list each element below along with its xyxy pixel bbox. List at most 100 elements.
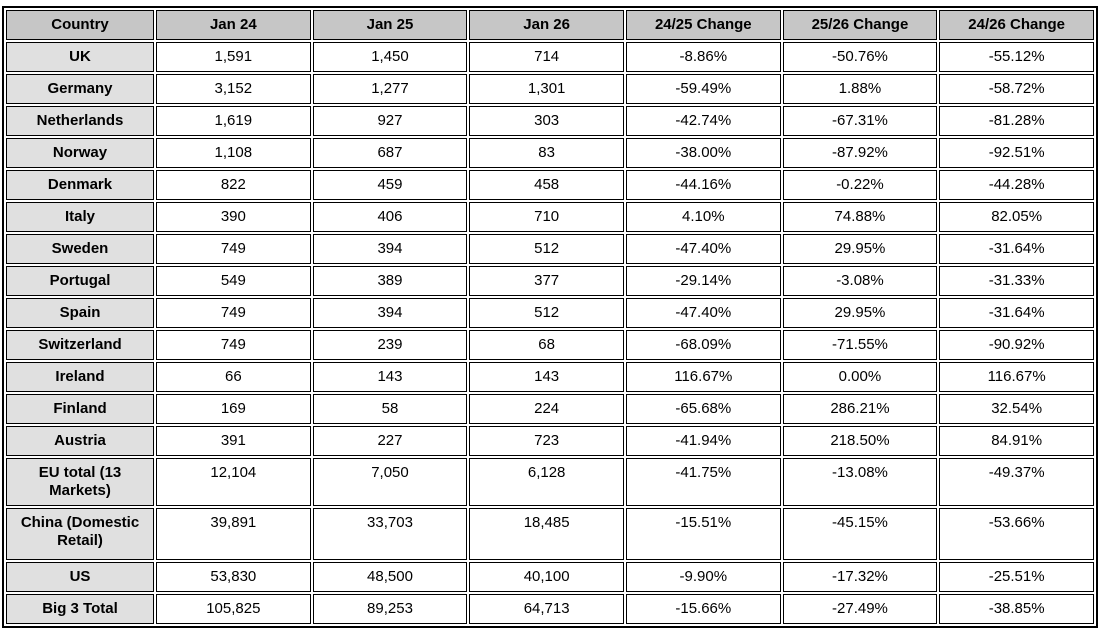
cell-jan24: 66 — [156, 362, 311, 392]
cell-change-25-26: -50.76% — [782, 42, 938, 72]
col-header-jan26: Jan 26 — [469, 10, 624, 40]
table-row: EU total (13 Markets) 12,104 7,050 6,128 -41… — [6, 458, 1094, 506]
cell-jan26: 723 — [469, 426, 624, 456]
cell-jan25: 394 — [312, 234, 468, 264]
col-header-change-24-25: 24/25 Change — [625, 10, 781, 40]
row-header-country: EU total (13 Markets) — [6, 458, 154, 506]
cell-change-25-26: 0.00% — [782, 362, 938, 392]
cell-jan24: 3,152 — [156, 74, 311, 104]
row-header-country: Netherlands — [6, 106, 154, 136]
table-row: Portugal 549 389 377 -29.14% -3.08% -31.33% — [6, 266, 1094, 296]
row-header-country: Switzerland — [6, 330, 154, 360]
cell-change-25-26: -17.32% — [782, 562, 938, 592]
cell-change-24-25: 4.10% — [625, 202, 781, 232]
cell-jan24: 39,891 — [156, 508, 311, 560]
cell-jan25: 227 — [312, 426, 468, 456]
cell-change-24-26: -31.64% — [939, 298, 1094, 328]
table-row: Austria 391 227 723 -41.94% 218.50% 84.91% — [6, 426, 1094, 456]
cell-change-25-26: -13.08% — [782, 458, 938, 506]
cell-change-24-26: 82.05% — [939, 202, 1094, 232]
row-header-country: Portugal — [6, 266, 154, 296]
cell-change-24-26: 32.54% — [939, 394, 1094, 424]
cell-change-24-26: -31.33% — [939, 266, 1094, 296]
cell-jan26: 714 — [469, 42, 624, 72]
row-header-country: Finland — [6, 394, 154, 424]
cell-change-24-25: -47.40% — [625, 234, 781, 264]
cell-change-24-25: -65.68% — [625, 394, 781, 424]
table-row: US 53,830 48,500 40,100 -9.90% -17.32% -25.51% — [6, 562, 1094, 592]
cell-change-25-26: -27.49% — [782, 594, 938, 624]
cell-change-24-25: -47.40% — [625, 298, 781, 328]
cell-change-25-26: -3.08% — [782, 266, 938, 296]
cell-jan26: 512 — [469, 298, 624, 328]
cell-jan24: 1,619 — [156, 106, 311, 136]
row-header-country: Big 3 Total — [6, 594, 154, 624]
table-row: Ireland 66 143 143 116.67% 0.00% 116.67% — [6, 362, 1094, 392]
cell-change-24-26: -25.51% — [939, 562, 1094, 592]
cell-jan24: 749 — [156, 234, 311, 264]
cell-jan24: 12,104 — [156, 458, 311, 506]
table-row: Norway 1,108 687 83 -38.00% -87.92% -92.51% — [6, 138, 1094, 168]
cell-change-25-26: 29.95% — [782, 234, 938, 264]
cell-jan24: 822 — [156, 170, 311, 200]
cell-jan26: 68 — [469, 330, 624, 360]
cell-change-24-25: -15.51% — [625, 508, 781, 560]
cell-jan24: 169 — [156, 394, 311, 424]
cell-jan26: 224 — [469, 394, 624, 424]
cell-change-24-25: -38.00% — [625, 138, 781, 168]
cell-jan25: 58 — [312, 394, 468, 424]
col-header-change-25-26: 25/26 Change — [782, 10, 938, 40]
cell-change-25-26: -67.31% — [782, 106, 938, 136]
col-header-jan25: Jan 25 — [312, 10, 468, 40]
cell-jan24: 390 — [156, 202, 311, 232]
cell-change-24-26: -44.28% — [939, 170, 1094, 200]
row-header-country: Ireland — [6, 362, 154, 392]
table-row: Finland 169 58 224 -65.68% 286.21% 32.54% — [6, 394, 1094, 424]
cell-change-24-26: -90.92% — [939, 330, 1094, 360]
cell-jan26: 18,485 — [469, 508, 624, 560]
cell-jan24: 1,108 — [156, 138, 311, 168]
cell-jan26: 710 — [469, 202, 624, 232]
cell-change-24-25: -59.49% — [625, 74, 781, 104]
cell-change-24-25: -42.74% — [625, 106, 781, 136]
cell-jan26: 458 — [469, 170, 624, 200]
cell-change-24-26: -55.12% — [939, 42, 1094, 72]
col-header-country: Country — [6, 10, 154, 40]
table-row: UK 1,591 1,450 714 -8.86% -50.76% -55.12% — [6, 42, 1094, 72]
row-header-country: UK — [6, 42, 154, 72]
row-header-country: Norway — [6, 138, 154, 168]
cell-change-25-26: 29.95% — [782, 298, 938, 328]
cell-change-25-26: -71.55% — [782, 330, 938, 360]
cell-jan24: 749 — [156, 330, 311, 360]
row-header-country: Germany — [6, 74, 154, 104]
cell-jan24: 391 — [156, 426, 311, 456]
table-row: Germany 3,152 1,277 1,301 -59.49% 1.88% -58.72… — [6, 74, 1094, 104]
cell-change-24-25: -29.14% — [625, 266, 781, 296]
cell-change-24-26: 84.91% — [939, 426, 1094, 456]
row-header-country: Spain — [6, 298, 154, 328]
cell-change-24-25: -15.66% — [625, 594, 781, 624]
cell-jan26: 83 — [469, 138, 624, 168]
header-row: Country Jan 24 Jan 25 Jan 26 24/25 Chang… — [6, 10, 1094, 40]
cell-change-25-26: -45.15% — [782, 508, 938, 560]
cell-jan26: 64,713 — [469, 594, 624, 624]
cell-jan24: 549 — [156, 266, 311, 296]
cell-change-25-26: 218.50% — [782, 426, 938, 456]
cell-jan25: 89,253 — [312, 594, 468, 624]
cell-jan25: 406 — [312, 202, 468, 232]
table-row: Denmark 822 459 458 -44.16% -0.22% -44.28% — [6, 170, 1094, 200]
table-row: Italy 390 406 710 4.10% 74.88% 82.05% — [6, 202, 1094, 232]
table-row: Switzerland 749 239 68 -68.09% -71.55% -90.92% — [6, 330, 1094, 360]
row-header-country: Sweden — [6, 234, 154, 264]
row-header-country: Denmark — [6, 170, 154, 200]
cell-jan25: 927 — [312, 106, 468, 136]
cell-jan26: 303 — [469, 106, 624, 136]
cell-jan25: 1,450 — [312, 42, 468, 72]
cell-jan26: 377 — [469, 266, 624, 296]
table-row: Spain 749 394 512 -47.40% 29.95% -31.64% — [6, 298, 1094, 328]
cell-change-24-25: -41.75% — [625, 458, 781, 506]
col-header-change-24-26: 24/26 Change — [939, 10, 1094, 40]
cell-jan25: 687 — [312, 138, 468, 168]
table-row: Big 3 Total 105,825 89,253 64,713 -15.66% -27… — [6, 594, 1094, 624]
